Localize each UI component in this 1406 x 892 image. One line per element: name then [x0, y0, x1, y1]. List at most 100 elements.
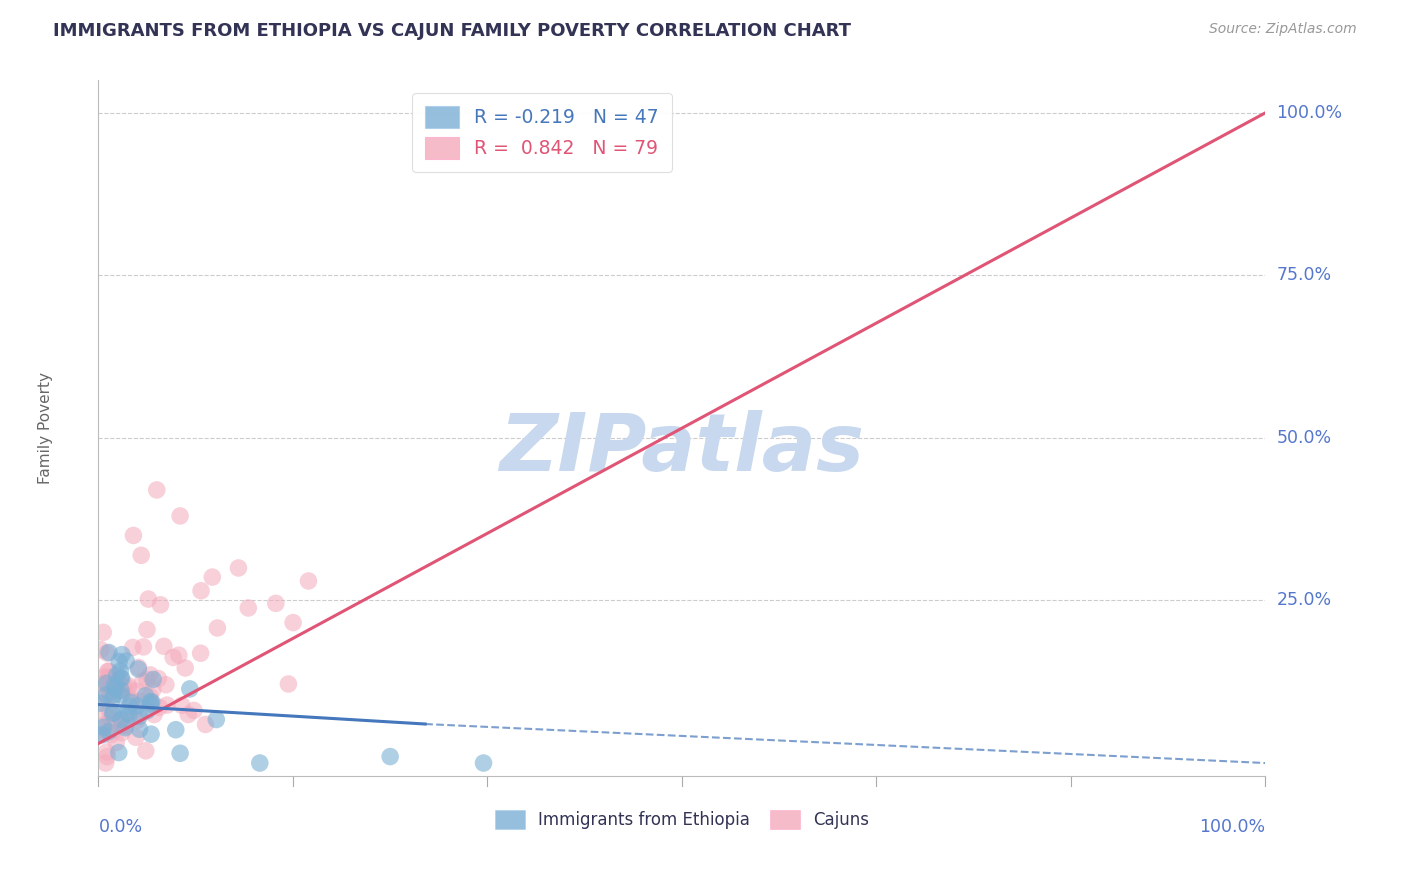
- Point: [101, 715, 124, 730]
- Point: [148, 672, 170, 686]
- Text: IMMIGRANTS FROM ETHIOPIA VS CAJUN FAMILY POVERTY CORRELATION CHART: IMMIGRANTS FROM ETHIOPIA VS CAJUN FAMILY…: [53, 22, 852, 40]
- Point: [128, 709, 150, 723]
- Point: [179, 681, 201, 696]
- Point: [121, 693, 143, 707]
- Point: [125, 684, 148, 698]
- Point: [155, 678, 177, 692]
- Point: [132, 674, 155, 689]
- Point: [87, 709, 110, 723]
- Point: [110, 671, 132, 685]
- Point: [170, 698, 193, 713]
- Point: [100, 728, 122, 742]
- Point: [264, 596, 287, 610]
- Point: [108, 714, 131, 728]
- Point: [238, 601, 260, 615]
- Point: [90, 696, 112, 710]
- Point: [205, 713, 228, 727]
- Point: [110, 664, 132, 678]
- Point: [162, 650, 184, 665]
- Point: [97, 665, 120, 679]
- Text: 75.0%: 75.0%: [1277, 267, 1331, 285]
- Point: [105, 668, 128, 682]
- Point: [135, 744, 157, 758]
- Point: [94, 676, 117, 690]
- Point: [142, 682, 165, 697]
- Point: [139, 690, 162, 704]
- Point: [111, 648, 134, 662]
- Point: [228, 561, 250, 575]
- Point: [90, 642, 112, 657]
- Point: [110, 713, 132, 727]
- Point: [139, 695, 162, 709]
- Point: [107, 746, 129, 760]
- Point: [136, 592, 159, 607]
- Point: [174, 661, 197, 675]
- Point: [139, 697, 162, 711]
- Text: 100.0%: 100.0%: [1277, 103, 1343, 122]
- Point: [115, 654, 138, 668]
- Point: [117, 679, 139, 693]
- Point: [103, 671, 125, 685]
- Point: [96, 676, 118, 690]
- Point: [101, 706, 124, 721]
- Point: [96, 749, 118, 764]
- Point: [169, 508, 191, 523]
- Point: [128, 660, 150, 674]
- Point: [94, 724, 117, 739]
- Point: [108, 655, 131, 669]
- Point: [110, 683, 132, 698]
- Point: [114, 721, 136, 735]
- Point: [143, 707, 166, 722]
- Text: 100.0%: 100.0%: [1199, 818, 1265, 836]
- Point: [110, 688, 132, 702]
- Point: [96, 694, 118, 708]
- Point: [104, 681, 127, 695]
- Point: [472, 756, 495, 770]
- Point: [121, 709, 143, 723]
- Point: [96, 688, 118, 702]
- Text: ZIPatlas: ZIPatlas: [499, 410, 865, 488]
- Point: [177, 707, 200, 722]
- Point: [201, 570, 224, 584]
- Point: [277, 677, 299, 691]
- Text: 50.0%: 50.0%: [1277, 429, 1331, 447]
- Point: [94, 688, 117, 702]
- Point: [90, 676, 112, 690]
- Point: [249, 756, 271, 770]
- Point: [169, 746, 191, 760]
- Point: [136, 623, 159, 637]
- Point: [297, 574, 319, 588]
- Point: [97, 682, 120, 697]
- Point: [115, 706, 138, 720]
- Point: [167, 648, 190, 662]
- Text: 0.0%: 0.0%: [98, 818, 142, 836]
- Text: 25.0%: 25.0%: [1277, 591, 1331, 609]
- Point: [94, 756, 117, 770]
- Point: [91, 728, 114, 742]
- Point: [136, 673, 159, 687]
- Point: [93, 670, 115, 684]
- Point: [105, 735, 128, 749]
- Point: [142, 673, 165, 687]
- Point: [97, 665, 120, 679]
- Point: [207, 621, 229, 635]
- Point: [103, 678, 125, 692]
- Point: [96, 745, 118, 759]
- Point: [128, 694, 150, 708]
- Point: [110, 683, 132, 698]
- Point: [115, 718, 138, 732]
- Point: [281, 615, 304, 630]
- Point: [117, 681, 139, 695]
- Point: [91, 625, 114, 640]
- Point: [165, 723, 187, 737]
- Point: [183, 703, 205, 717]
- Point: [146, 483, 169, 497]
- Point: [103, 688, 125, 702]
- Point: [380, 749, 402, 764]
- Point: [129, 549, 152, 563]
- Point: [125, 731, 148, 745]
- Point: [156, 698, 179, 712]
- Point: [139, 727, 162, 741]
- Text: Family Poverty: Family Poverty: [38, 372, 53, 484]
- Point: [136, 704, 159, 718]
